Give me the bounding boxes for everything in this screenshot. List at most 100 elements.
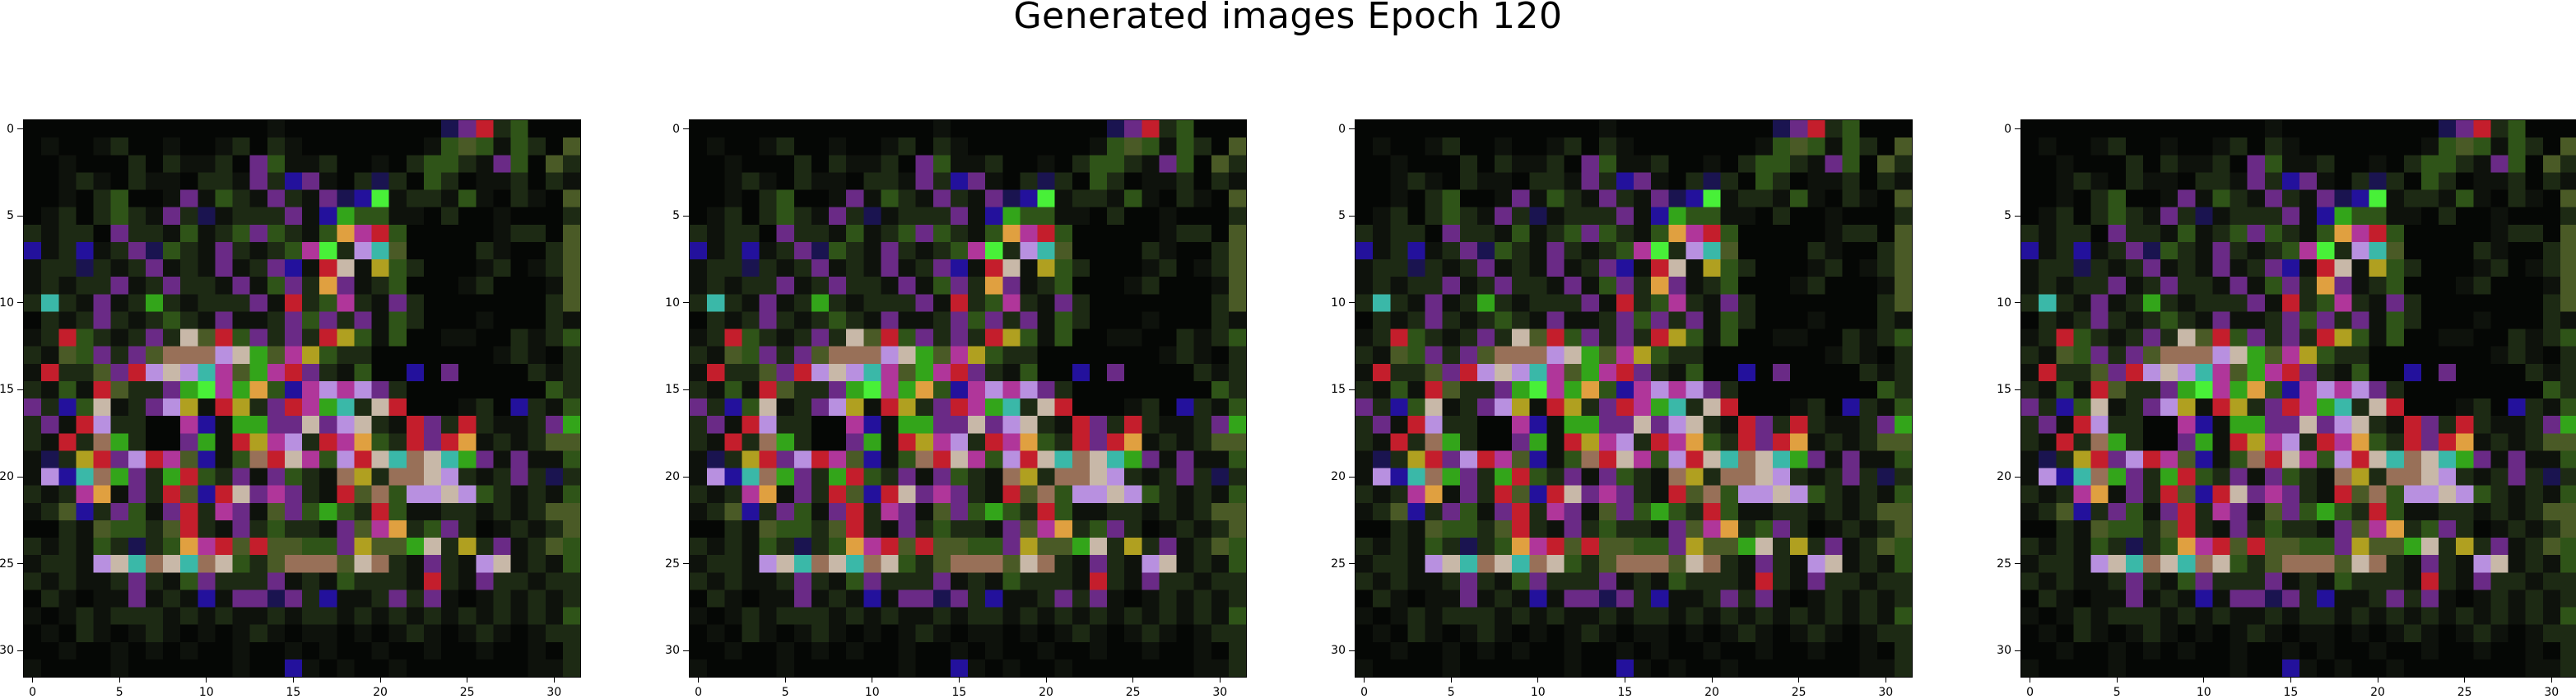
pixel-cell xyxy=(2039,189,2057,208)
pixel-cell xyxy=(2178,294,2196,312)
pixel-cell xyxy=(180,555,198,573)
pixel-cell xyxy=(1390,641,1408,660)
pixel-cell xyxy=(2090,189,2109,208)
pixel-cell xyxy=(1790,398,1808,417)
pixel-cell xyxy=(406,607,425,626)
pixel-cell xyxy=(2230,137,2248,156)
pixel-cell xyxy=(2264,624,2283,643)
pixel-cell xyxy=(1054,502,1073,521)
pixel-cell xyxy=(2142,137,2161,156)
pixel-cell xyxy=(898,433,917,451)
pixel-cell xyxy=(1054,468,1073,487)
pixel-cell xyxy=(337,224,355,243)
pixel-cell xyxy=(2039,416,2057,434)
pixel-cell xyxy=(2403,277,2422,295)
pixel-cell xyxy=(1211,329,1230,347)
pixel-cell xyxy=(284,607,303,626)
pixel-cell xyxy=(145,259,164,277)
pixel-cell xyxy=(898,607,917,626)
pixel-cell xyxy=(510,172,529,190)
pixel-cell xyxy=(2317,398,2335,417)
pixel-cell xyxy=(1894,329,1912,347)
pixel-cell xyxy=(1512,155,1530,173)
pixel-cell xyxy=(1037,485,1056,504)
pixel-cell xyxy=(2264,450,2283,468)
pixel-cell xyxy=(1616,380,1634,399)
pixel-cell xyxy=(690,241,708,260)
pixel-cell xyxy=(319,398,337,417)
pixel-cell xyxy=(1072,207,1090,226)
pixel-cell xyxy=(406,189,425,208)
pixel-cell xyxy=(93,555,112,573)
pixel-cell xyxy=(1390,555,1408,573)
pixel-cell xyxy=(128,416,146,434)
pixel-cell xyxy=(215,329,233,347)
pixel-cell xyxy=(1773,589,1791,608)
pixel-cell xyxy=(1773,624,1791,643)
pixel-cell xyxy=(2142,155,2161,173)
pixel-cell xyxy=(2195,120,2213,138)
pixel-cell xyxy=(128,520,146,538)
pixel-cell xyxy=(337,624,355,643)
pixel-cell xyxy=(1737,120,1756,138)
pixel-cell xyxy=(950,259,969,277)
pixel-cell xyxy=(1668,624,1686,643)
pixel-cell xyxy=(423,538,442,556)
pixel-cell xyxy=(1737,241,1756,260)
pixel-cell xyxy=(1564,311,1583,329)
pixel-cell xyxy=(2369,120,2388,138)
pixel-cell xyxy=(545,259,564,277)
pixel-cell xyxy=(1442,120,1461,138)
pixel-cell xyxy=(2247,433,2266,451)
pixel-cell xyxy=(1686,589,1704,608)
pixel-cell xyxy=(776,259,795,277)
pixel-cell xyxy=(215,450,233,468)
pixel-cell xyxy=(2142,607,2161,626)
pixel-cell xyxy=(950,416,969,434)
pixel-cell xyxy=(2299,538,2318,556)
pixel-cell xyxy=(1037,380,1056,399)
pixel-cell xyxy=(1176,172,1195,190)
pixel-cell xyxy=(2420,589,2439,608)
pixel-cell xyxy=(476,363,494,382)
pixel-cell xyxy=(371,120,390,138)
pixel-cell xyxy=(776,363,795,382)
pixel-cell xyxy=(2456,380,2474,399)
pixel-cell xyxy=(337,207,355,226)
pixel-cell xyxy=(215,555,233,573)
pixel-cell xyxy=(510,120,529,138)
pixel-cell xyxy=(1773,433,1791,451)
pixel-cell xyxy=(2247,589,2266,608)
pixel-cell xyxy=(163,520,181,538)
pixel-cell xyxy=(2490,137,2509,156)
pixel-cell xyxy=(388,155,407,173)
pixel-cell xyxy=(2508,416,2527,434)
pixel-cell xyxy=(968,450,986,468)
pixel-cell xyxy=(1089,120,1108,138)
pixel-cell xyxy=(180,277,198,295)
pixel-cell xyxy=(1737,380,1756,399)
pixel-cell xyxy=(2142,641,2161,660)
pixel-cell xyxy=(2039,311,2057,329)
pixel-cell xyxy=(1407,485,1425,504)
pixel-cell xyxy=(2039,485,2057,504)
pixel-cell xyxy=(232,329,251,347)
pixel-cell xyxy=(881,277,899,295)
pixel-cell xyxy=(1634,155,1652,173)
pixel-cell xyxy=(1054,155,1073,173)
pixel-cell xyxy=(337,607,355,626)
pixel-cell xyxy=(93,363,112,382)
pixel-cell xyxy=(1425,468,1444,487)
pixel-cell xyxy=(2125,641,2144,660)
x-tick-mark xyxy=(2550,677,2552,683)
pixel-cell xyxy=(267,363,286,382)
pixel-cell xyxy=(1546,120,1565,138)
pixel-cell xyxy=(2542,624,2561,643)
pixel-cell xyxy=(950,363,969,382)
pixel-cell xyxy=(406,294,425,312)
pixel-cell xyxy=(1703,241,1722,260)
pixel-cell xyxy=(2195,346,2213,365)
pixel-cell xyxy=(1228,241,1246,260)
x-tick-mark xyxy=(1450,677,1452,683)
pixel-cell xyxy=(406,572,425,590)
